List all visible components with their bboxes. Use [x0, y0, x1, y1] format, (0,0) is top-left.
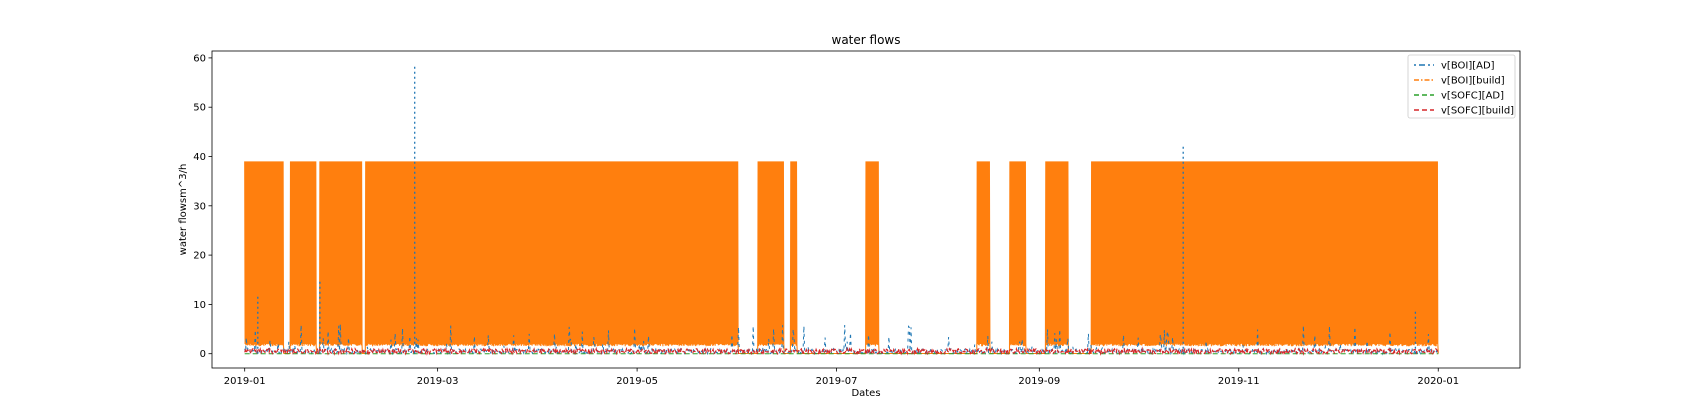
- x-tick-label: 2020-01: [1417, 376, 1459, 387]
- legend-label: v[SOFC][AD]: [1441, 91, 1504, 102]
- x-tick-label: 2019-03: [417, 376, 459, 387]
- y-axis-label: water flowsm^3/h: [178, 164, 189, 256]
- plot-area: [244, 65, 1439, 356]
- x-axis: 2019-01 2019-03 2019-05 2019-07 2019-09 2019-…: [224, 368, 1459, 387]
- x-tick-label: 2019-01: [224, 376, 266, 387]
- x-tick-label: 2019-05: [616, 376, 658, 387]
- series-line-boi-build: [244, 161, 1439, 355]
- y-tick-label: 60: [193, 53, 206, 64]
- legend: v[BOI][AD] v[BOI][build] v[SOFC][AD] v[SOFC…: [1407, 54, 1516, 119]
- chart-title: water flows: [832, 33, 901, 47]
- legend-box: [1407, 54, 1516, 119]
- y-tick-label: 40: [193, 152, 206, 163]
- y-tick-label: 10: [193, 300, 206, 311]
- x-tick-label: 2019-11: [1218, 376, 1260, 387]
- x-axis-label: Dates: [851, 388, 880, 399]
- legend-label: v[BOI][build]: [1441, 76, 1505, 87]
- y-tick-label: 20: [193, 251, 206, 262]
- plot-frame: [211, 50, 1521, 369]
- y-tick-label: 0: [200, 349, 206, 360]
- x-tick-label: 2019-09: [1018, 376, 1060, 387]
- series-line-sofc-build: [244, 346, 1439, 356]
- y-axis: 0 10 20 30 40 50 60: [193, 53, 212, 360]
- legend-label: v[BOI][AD]: [1441, 61, 1495, 72]
- x-tick-label: 2019-07: [816, 376, 858, 387]
- legend-label: v[SOFC][build]: [1441, 106, 1514, 117]
- y-tick-label: 30: [193, 201, 206, 212]
- y-tick-label: 50: [193, 103, 206, 114]
